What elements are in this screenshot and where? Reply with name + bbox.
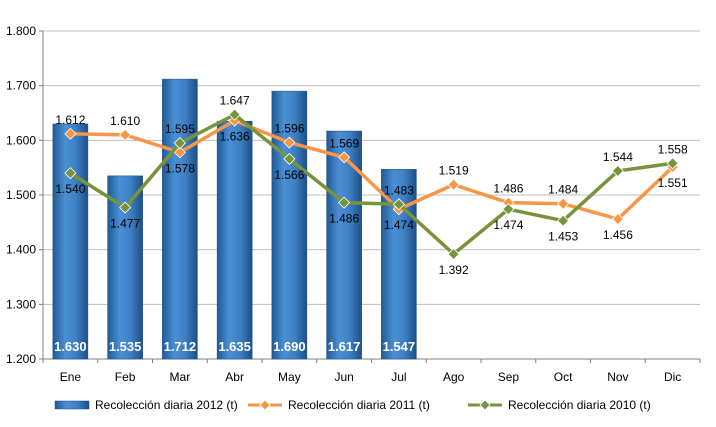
legend: Recolección diaria 2012 (t) Recolección d… [54,398,651,412]
data-point [173,146,186,159]
data-point [338,151,351,164]
bar-value-label: 1.635 [218,339,251,354]
data-point [173,137,186,150]
y-tick-label: 1.600 [6,133,36,147]
data-point [283,136,296,149]
legend-marker [479,399,491,411]
data-label: 1.484 [548,183,578,197]
bar [271,90,308,360]
data-point [611,164,624,178]
data-point [447,178,460,191]
legend-marker [259,399,271,411]
data-point [338,196,351,209]
y-axis: 1.200 1.300 1.400 1.500 1.600 1.700 1.800 [6,24,44,366]
data-label: 1.647 [220,94,250,108]
data-label: 1.474 [493,218,523,232]
x-tick-label: Mar [170,370,191,384]
bar-value-label: 1.630 [54,339,87,354]
bar-value-label: 1.690 [273,339,306,354]
data-label: 1.578 [165,161,195,175]
x-tick-label: Ene [60,370,82,384]
data-point [64,127,77,140]
data-point [447,247,460,261]
data-label: 1.612 [55,113,85,127]
series-line [69,112,673,256]
bar [216,120,253,360]
data-point [502,203,515,216]
data-label: 1.474 [384,218,414,232]
gridlines [43,30,700,360]
data-labels: 1.630 1.535 1.712 1.635 1.690 1.617 1.547 1.612… [54,94,688,354]
bar [162,78,198,360]
y-tick-label: 1.500 [6,188,36,202]
data-label: 1.483 [384,183,414,197]
y-tick-label: 1.800 [6,24,36,38]
bar-value-label: 1.712 [164,339,197,354]
y-tick-label: 1.300 [6,297,36,311]
series-line [70,118,674,221]
data-label: 1.596 [274,122,304,136]
data-label: 1.551 [658,176,688,190]
y-tick-label: 1.400 [6,243,36,257]
data-label: 1.540 [55,182,85,196]
data-point [666,157,679,170]
x-tick-label: Ago [443,370,465,384]
data-point [283,152,296,165]
legend-label: Recolección diaria 2012 (t) [95,398,238,412]
data-point [611,212,624,226]
x-tick-label: Sep [498,370,520,384]
data-point [228,108,241,121]
data-point [64,167,77,180]
x-tick-label: Abr [225,370,244,384]
data-label: 1.392 [439,263,469,277]
x-tick-label: Jul [391,370,406,384]
x-axis: Ene Feb Mar Abr May Jun Jul Ago Sep Oct Nov Dic [42,358,701,384]
bar-value-label: 1.547 [383,339,416,354]
y-tick-label: 1.700 [6,79,36,93]
data-label: 1.636 [220,130,250,144]
data-label: 1.519 [439,164,469,178]
data-label: 1.477 [110,217,140,231]
x-tick-label: Feb [115,370,136,384]
y-tick-label: 1.200 [6,352,36,366]
bar-value-label: 1.535 [109,339,142,354]
data-label: 1.558 [658,142,688,156]
x-tick-label: Jun [334,370,353,384]
data-label: 1.486 [329,212,359,226]
data-point [119,201,132,214]
data-label: 1.456 [603,228,633,242]
data-label: 1.610 [110,114,140,128]
legend-label: Recolección diaria 2011 (t) [288,398,430,412]
data-point [119,128,132,141]
x-tick-label: Nov [607,370,628,384]
data-label: 1.566 [274,168,304,182]
data-point [557,197,570,210]
data-label: 1.544 [603,150,633,164]
data-label: 1.486 [493,182,523,196]
bar-value-label: 1.617 [328,339,361,354]
x-tick-label: May [278,370,301,384]
data-label: 1.569 [329,136,359,150]
data-point [392,198,405,211]
x-tick-label: Dic [664,370,681,384]
data-label: 1.595 [165,122,195,136]
data-point [557,214,570,227]
x-tick-label: Oct [554,370,573,384]
legend-swatch [54,400,90,410]
line-series [64,108,679,261]
bar [326,130,362,360]
legend-label: Recolección diaria 2010 (t) [508,398,651,412]
bar [52,123,89,360]
data-label: 1.453 [548,230,578,244]
